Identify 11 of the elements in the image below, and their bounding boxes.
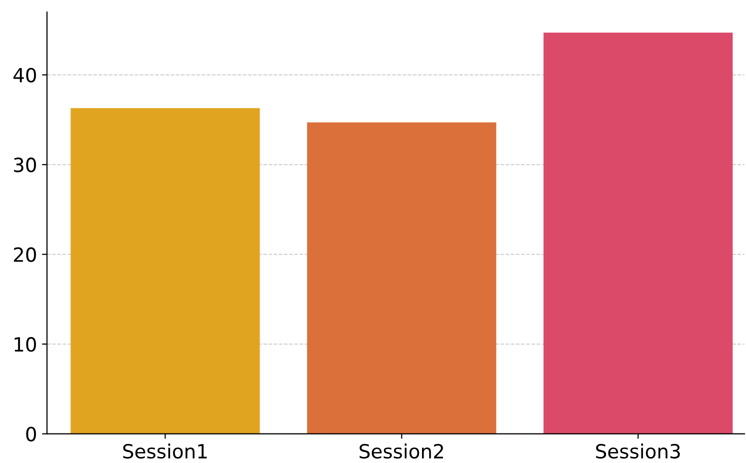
y-tick-label: 10 — [14, 337, 36, 352]
x-tick-label: Session1 — [123, 444, 207, 459]
x-tick-label: Session3 — [596, 444, 680, 459]
y-tick-label: 30 — [14, 158, 36, 172]
y-tick-label: 0 — [26, 426, 36, 442]
x-tick-label: Session2 — [360, 444, 443, 459]
y-tick-label: 20 — [14, 247, 36, 262]
bar — [307, 122, 496, 434]
bar — [544, 32, 733, 434]
y-tick-label: 40 — [13, 68, 36, 83]
bar — [70, 108, 260, 434]
